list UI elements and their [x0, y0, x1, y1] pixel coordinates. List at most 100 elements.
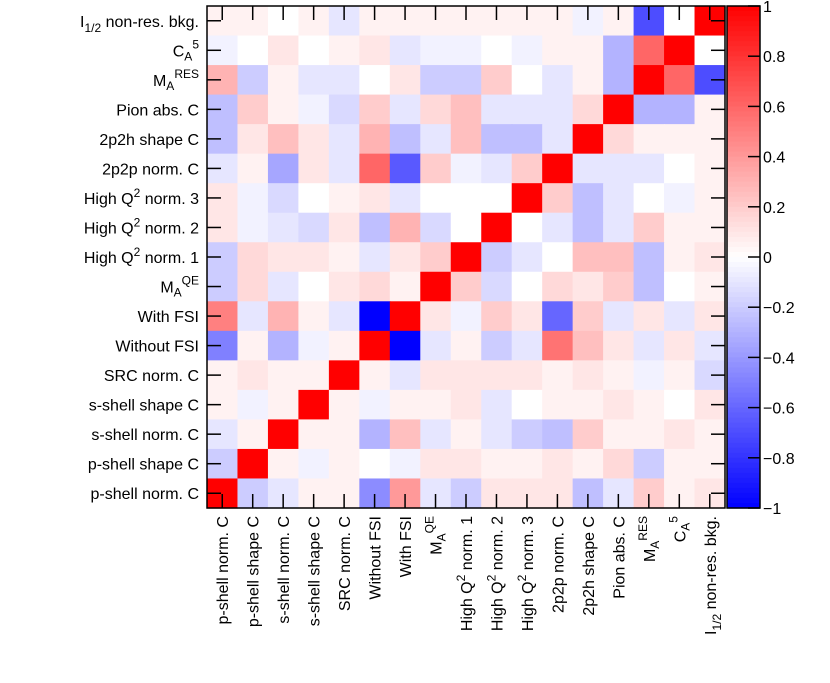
- colorbar-step: [727, 347, 760, 353]
- heatmap-cell: [450, 242, 482, 273]
- heatmap-cell: [328, 242, 360, 273]
- x-label-m-a-res: MARES: [636, 516, 662, 562]
- x-label-with-fsi: With FSI: [398, 516, 415, 577]
- heatmap-cell: [664, 448, 696, 480]
- heatmap-cell: [572, 124, 604, 155]
- heatmap-cell: [328, 360, 360, 391]
- heatmap-cells: [207, 6, 726, 509]
- colorbar-step: [727, 201, 760, 208]
- colorbar-step: [727, 407, 760, 414]
- heatmap-cell: [420, 94, 452, 125]
- colorbar-step: [727, 447, 760, 454]
- heatmap-cell: [237, 212, 269, 243]
- heatmap-cell: [420, 419, 452, 450]
- heatmap-cell: [603, 271, 635, 302]
- x-label-high-q-2-norm-2: High Q2 norm. 2: [484, 516, 506, 631]
- heatmap-cell: [664, 183, 696, 214]
- heatmap-cell: [603, 35, 635, 66]
- heatmap-cell: [542, 360, 574, 391]
- colorbar-step: [727, 181, 760, 188]
- heatmap-cell: [298, 153, 330, 184]
- colorbar-step: [727, 211, 760, 218]
- heatmap-cell: [237, 389, 269, 421]
- colorbar-tick-label: −0.2: [763, 300, 795, 317]
- heatmap-cell: [450, 448, 482, 480]
- y-axis-ticks: [207, 6, 725, 508]
- heatmap-cell: [328, 419, 360, 450]
- heatmap-cell: [664, 153, 696, 184]
- heatmap-cell: [267, 242, 300, 273]
- heatmap-cell: [511, 419, 543, 450]
- heatmap-cell: [542, 124, 574, 155]
- heatmap-cell: [511, 242, 543, 273]
- x-label-high-q-2-norm-1: High Q2 norm. 1: [454, 516, 476, 631]
- colorbar-step: [727, 417, 760, 424]
- colorbar-step: [727, 277, 760, 283]
- colorbar-step: [727, 116, 760, 123]
- heatmap-cell: [542, 153, 574, 184]
- heatmap-cell: [481, 65, 513, 96]
- heatmap-cell: [481, 242, 513, 273]
- heatmap-cell: [389, 301, 421, 332]
- heatmap-cell: [664, 65, 696, 96]
- heatmap-cell: [572, 212, 604, 243]
- colorbar-step: [727, 6, 760, 12]
- heatmap-cell: [420, 35, 452, 66]
- heatmap-cell: [298, 360, 330, 391]
- colorbar-tick-label: 0.2: [763, 200, 785, 217]
- heatmap-cell: [450, 35, 482, 66]
- colorbar-step: [727, 337, 760, 343]
- heatmap-cell: [603, 65, 635, 96]
- heatmap-cell: [633, 124, 665, 155]
- heatmap-cell: [328, 153, 360, 184]
- colorbar-step: [727, 452, 760, 459]
- heatmap-cell: [572, 360, 604, 391]
- colorbar-step: [727, 241, 760, 248]
- colorbar-step: [727, 422, 760, 429]
- x-label-i-1-2-non-res-bkg: I1/2 non-res. bkg.: [703, 516, 724, 635]
- heatmap-cell: [450, 360, 482, 391]
- heatmap-cell: [450, 183, 482, 214]
- x-axis-labels: p-shell norm. C p-shell shape C s-shell no…: [215, 516, 724, 635]
- heatmap-cell: [481, 389, 513, 421]
- colorbar-step: [727, 11, 760, 17]
- colorbar-step: [727, 106, 760, 113]
- heatmap-cell: [542, 389, 574, 421]
- colorbar-step: [727, 16, 760, 22]
- heatmap-cell: [389, 65, 421, 96]
- colorbar-step: [727, 382, 760, 389]
- heatmap-cell: [633, 330, 665, 361]
- heatmap-cell: [633, 183, 665, 214]
- colorbar-step: [727, 437, 760, 444]
- colorbar-step: [727, 111, 760, 118]
- heatmap-cell: [633, 242, 665, 273]
- heatmap-cell: [237, 448, 269, 480]
- colorbar-step: [727, 186, 760, 193]
- heatmap-cell: [633, 35, 665, 66]
- heatmap-cell: [511, 153, 543, 184]
- heatmap-cell: [481, 271, 513, 302]
- heatmap-cell: [328, 448, 360, 480]
- heatmap-cell: [389, 153, 421, 184]
- colorbar-step: [727, 96, 760, 102]
- heatmap-cell: [633, 212, 665, 243]
- heatmap-cell: [420, 124, 452, 155]
- colorbar-step: [727, 502, 760, 509]
- heatmap-cell: [664, 301, 696, 332]
- x-label-c-a-5: CA5: [666, 516, 692, 543]
- y-label-p-shell-shape-c: p-shell shape C: [88, 457, 199, 474]
- heatmap-cell: [664, 419, 696, 450]
- heatmap-cell: [420, 212, 452, 243]
- colorbar-step: [727, 457, 760, 464]
- colorbar-step: [727, 176, 760, 183]
- colorbar-step: [727, 26, 760, 32]
- colorbar-step: [727, 41, 760, 47]
- colorbar-step: [727, 302, 760, 308]
- colorbar-step: [727, 136, 760, 143]
- heatmap-cell: [603, 419, 635, 450]
- heatmap-cell: [542, 330, 574, 361]
- colorbar-step: [727, 51, 760, 57]
- colorbar-step: [727, 317, 760, 323]
- colorbar-step: [727, 61, 760, 67]
- heatmap-cell: [572, 94, 604, 125]
